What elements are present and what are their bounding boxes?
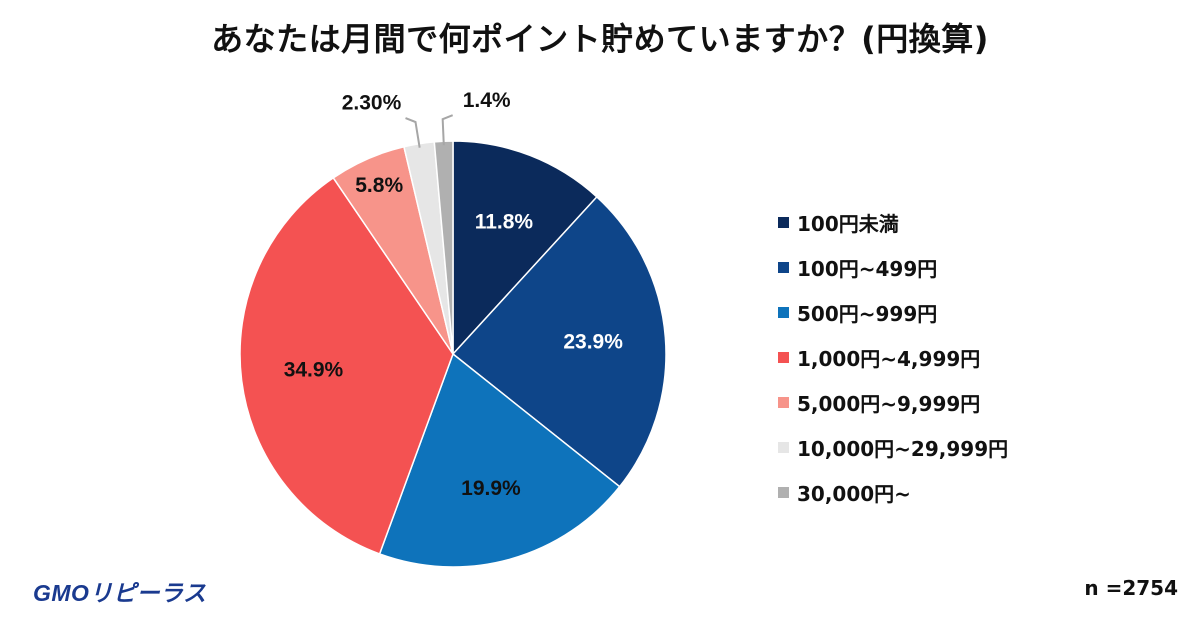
data-label-5: 5.8% (355, 174, 403, 197)
data-label-4: 34.9% (284, 359, 344, 382)
legend-swatch (778, 217, 789, 228)
legend-label: 10,000円~29,999円 (797, 437, 1009, 461)
chart-title: あなたは月間で何ポイント貯めていますか？(円換算) (211, 20, 989, 58)
pie-slice-2 (451, 195, 667, 488)
legend-item-3: 500円~999円 (778, 290, 1008, 335)
legend-item-1: 100円未満 (778, 200, 1008, 245)
legend-swatch (778, 487, 789, 498)
legend-item-2: 100円~499円 (778, 245, 1008, 290)
legend-label: 100円未満 (797, 212, 899, 236)
pie-slice-3 (378, 352, 621, 568)
legend-label: 5,000円~9,999円 (797, 392, 981, 416)
data-label-2: 23.9% (563, 331, 623, 354)
legend-item-7: 30,000円~ (778, 470, 1008, 515)
legend-item-5: 5,000円~9,999円 (778, 380, 1008, 425)
legend-label: 500円~999円 (797, 302, 938, 326)
leader-line-7 (441, 114, 454, 146)
data-label-1: 11.8% (475, 211, 534, 234)
legend-swatch (778, 352, 789, 363)
leader-line-6 (405, 117, 421, 148)
brand-logo: GMOリピーラス (33, 580, 207, 606)
legend-swatch (778, 262, 789, 273)
legend-label: 1,000円~4,999円 (797, 347, 981, 371)
legend-swatch (778, 397, 789, 408)
legend-label: 100円~499円 (797, 257, 938, 281)
legend-item-6: 10,000円~29,999円 (778, 425, 1008, 470)
legend-label: 30,000円~ (797, 482, 911, 506)
legend-item-4: 1,000円~4,999円 (778, 335, 1008, 380)
legend-swatch (778, 307, 789, 318)
legend: 100円未満 100円~499円 500円~999円 1,000円~4,999円 5,0… (778, 200, 1008, 515)
data-label-7: 1.4% (463, 89, 511, 112)
pie-slice-4 (239, 176, 454, 555)
sample-size: n =2754 (1084, 576, 1178, 600)
pie-slice-1 (452, 140, 598, 356)
data-label-3: 19.9% (461, 477, 521, 500)
legend-swatch (778, 442, 789, 453)
data-label-6: 2.30% (342, 92, 402, 115)
